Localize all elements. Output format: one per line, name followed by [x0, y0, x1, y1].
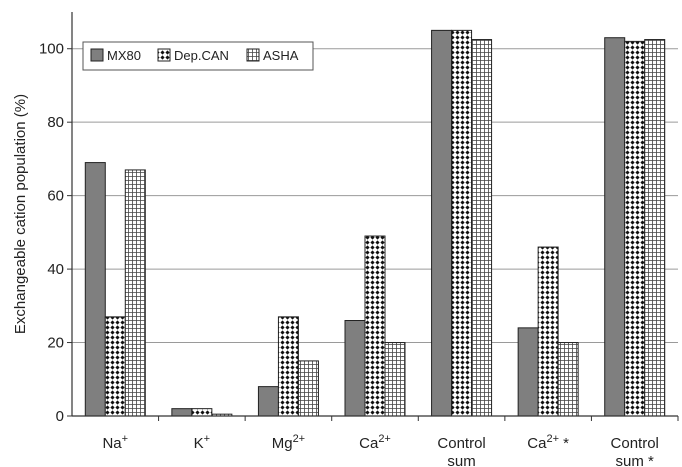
bar-asha	[557, 342, 579, 417]
bar-mx80	[257, 386, 279, 417]
bar-dep-can	[104, 316, 126, 417]
category-superscript: +	[122, 433, 128, 445]
category-base: Mg	[272, 435, 293, 452]
x-category-label-line2: sum *	[616, 453, 655, 467]
bar-dep-can	[277, 316, 299, 417]
bar-dep-can	[364, 235, 386, 417]
y-tick-label: 0	[56, 408, 64, 425]
category-star: *	[559, 435, 569, 452]
category-base: Ca	[359, 435, 379, 452]
legend-swatch	[157, 48, 171, 62]
bar-mx80	[431, 29, 453, 417]
bar-asha	[124, 169, 146, 417]
y-tick-label: 60	[47, 188, 64, 205]
bar-dep-can	[451, 29, 473, 417]
bar-dep-can	[624, 40, 646, 417]
y-tick-label: 20	[47, 335, 64, 352]
legend-swatch	[90, 48, 104, 62]
bar-mx80	[604, 37, 626, 417]
category-base: Na	[102, 435, 122, 452]
bar-dep-can	[191, 408, 213, 417]
legend-label: MX80	[107, 48, 141, 63]
category-base: Control	[437, 435, 485, 452]
bar-asha	[644, 39, 666, 417]
bar-mx80	[171, 408, 193, 417]
y-tick-label: 100	[39, 41, 64, 58]
x-category-label-line2: sum	[447, 453, 475, 467]
bar-asha	[384, 342, 406, 417]
y-axis-label: Exchangeable cation population (%)	[12, 94, 29, 334]
legend-label: Dep.CAN	[174, 48, 229, 63]
bar-mx80	[344, 320, 366, 417]
bar-mx80	[84, 162, 106, 417]
axes	[71, 12, 678, 417]
bar-asha	[297, 360, 319, 417]
x-category-label: K+	[194, 433, 210, 452]
y-tick-label: 40	[47, 261, 64, 278]
category-superscript: 2+	[546, 433, 559, 445]
category-superscript: 2+	[378, 433, 391, 445]
bar-asha	[471, 39, 493, 417]
legend-swatch	[246, 48, 260, 62]
legend-label: ASHA	[263, 48, 299, 63]
x-category-label: Control	[437, 435, 485, 452]
bar-dep-can	[537, 246, 559, 417]
category-superscript: 2+	[293, 433, 306, 445]
x-category-label: Na+	[102, 433, 128, 452]
legend-box	[82, 41, 314, 71]
category-superscript: +	[204, 433, 210, 445]
x-category-label: Ca2+	[359, 433, 391, 452]
y-tick-label: 80	[47, 114, 64, 131]
x-category-label: Control	[611, 435, 659, 452]
bars	[84, 29, 666, 417]
bar-mx80	[517, 327, 539, 417]
y-axis-ticks: 0 20 40 60 80 100	[39, 41, 72, 425]
category-base: Ca	[527, 435, 547, 452]
category-base: Control	[611, 435, 659, 452]
legend: MX80 Dep.CAN ASHA	[82, 41, 314, 71]
x-category-label: Ca2+ *	[527, 433, 569, 452]
x-category-label: Mg2+	[272, 433, 305, 452]
category-base: K	[194, 435, 204, 452]
